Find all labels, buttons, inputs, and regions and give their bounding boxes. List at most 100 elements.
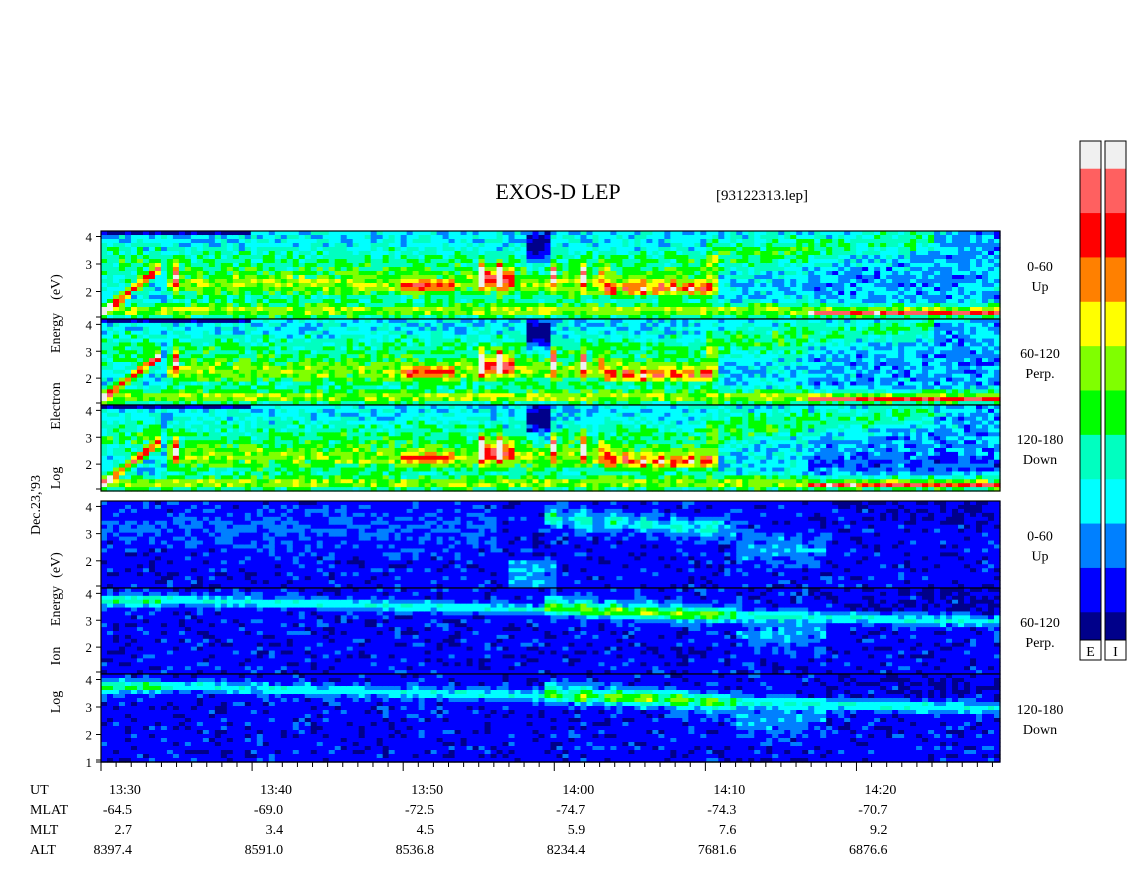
heat-cell: [292, 259, 300, 264]
heat-cell: [580, 243, 588, 248]
heat-cell: [292, 283, 300, 288]
heat-cell: [292, 365, 300, 371]
heat-cell: [226, 350, 234, 355]
heat-cell: [130, 259, 138, 264]
heat-cell: [532, 319, 540, 324]
heat-cell: [862, 275, 869, 280]
heat-cell: [616, 239, 624, 244]
heat-cell: [928, 259, 935, 264]
heat-cell: [304, 283, 312, 288]
heat-cell: [958, 267, 965, 272]
heat-cell: [472, 393, 480, 398]
heat-cell: [262, 350, 270, 355]
heat-cell: [208, 401, 216, 406]
heat-cell: [382, 279, 390, 284]
heat-cell: [850, 255, 857, 260]
heat-cell: [958, 235, 965, 240]
heat-cell: [868, 287, 875, 292]
heat-cell: [772, 267, 779, 272]
heat-cell: [946, 255, 953, 260]
heat-cell: [814, 295, 821, 300]
heat-cell: [166, 342, 174, 347]
heat-cell: [544, 267, 552, 272]
heat-cell: [430, 365, 438, 371]
heat-cell: [130, 334, 138, 340]
heat-cell: [436, 346, 444, 351]
heat-cell: [274, 393, 282, 398]
heat-cell: [562, 283, 570, 288]
heat-cell: [646, 259, 653, 264]
heat-cell: [268, 243, 276, 248]
heat-cell: [526, 263, 534, 268]
heat-cell: [658, 291, 665, 296]
heat-cell: [256, 373, 264, 379]
heat-cell: [904, 247, 911, 252]
heat-cell: [862, 255, 869, 260]
heat-cell: [154, 263, 162, 268]
heat-cell: [352, 247, 360, 252]
heat-cell: [730, 275, 737, 280]
heat-cell: [490, 287, 498, 292]
heat-cell: [532, 369, 540, 375]
heat-cell: [274, 338, 282, 344]
heat-cell: [268, 299, 276, 304]
heat-cell: [430, 358, 438, 363]
heat-cell: [178, 287, 186, 292]
heat-cell: [334, 381, 342, 387]
heat-cell: [394, 385, 402, 390]
heat-cell: [101, 342, 108, 347]
heat-cell: [964, 259, 971, 264]
heat-cell: [424, 397, 432, 402]
heat-cell: [484, 299, 492, 304]
heat-cell: [172, 295, 180, 300]
heat-cell: [472, 330, 480, 336]
heat-cell: [412, 377, 420, 383]
heat-cell: [364, 307, 372, 312]
heat-cell: [700, 243, 707, 248]
heat-cell: [196, 377, 204, 383]
heat-cell: [508, 350, 516, 355]
heat-cell: [262, 393, 270, 398]
heat-cell: [154, 283, 162, 288]
heat-cell: [166, 243, 174, 248]
heat-cell: [976, 239, 983, 244]
heat-cell: [388, 338, 396, 344]
heat-cell: [976, 231, 983, 236]
heat-cell: [304, 354, 312, 359]
heat-cell: [244, 393, 252, 398]
heat-cell: [250, 373, 258, 379]
heat-cell: [796, 295, 803, 300]
heat-cell: [820, 259, 827, 264]
heat-cell: [934, 243, 941, 248]
heat-cell: [250, 358, 258, 363]
heat-cell: [490, 401, 498, 406]
heat-cell: [220, 247, 228, 252]
heat-cell: [496, 326, 504, 332]
heat-cell: [610, 287, 618, 292]
heat-cell: [646, 299, 653, 304]
heat-cell: [514, 393, 522, 398]
heat-cell: [184, 354, 192, 359]
heat-cell: [268, 369, 276, 375]
heat-cell: [148, 239, 156, 244]
heat-cell: [448, 231, 456, 236]
heat-cell: [238, 373, 246, 379]
heat-cell: [322, 231, 330, 236]
heat-cell: [424, 358, 432, 363]
heat-cell: [526, 271, 534, 276]
heat-cell: [544, 342, 552, 347]
heat-cell: [322, 358, 330, 363]
heat-cell: [178, 401, 186, 406]
heat-cell: [142, 385, 150, 390]
heat-cell: [586, 283, 594, 288]
heat-cell: [424, 231, 432, 236]
heat-cell: [538, 330, 546, 336]
heat-cell: [502, 365, 510, 371]
heat-cell: [220, 393, 228, 398]
heat-cell: [766, 287, 773, 292]
heat-cell: [292, 401, 300, 406]
heat-cell: [796, 259, 803, 264]
heat-cell: [670, 231, 677, 236]
heat-cell: [436, 307, 444, 312]
heat-cell: [394, 275, 402, 280]
